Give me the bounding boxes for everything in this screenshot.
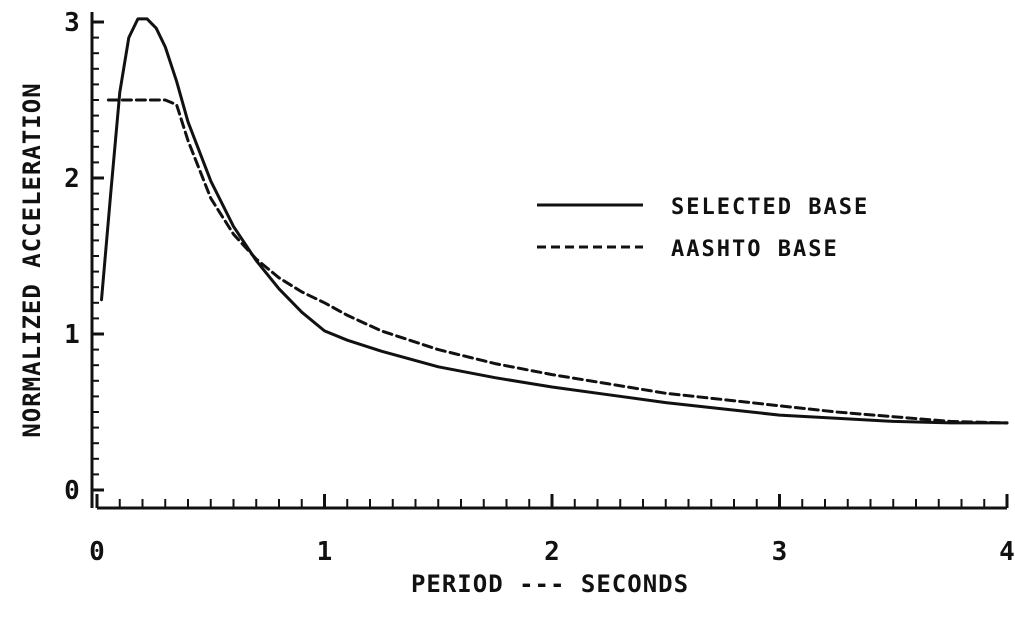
axes — [90, 12, 1007, 510]
series-line-aashto-base — [106, 98, 1009, 425]
y-tick-label: 1 — [64, 320, 80, 350]
series-line-selected-base — [100, 17, 1009, 425]
x-tick-label: 0 — [89, 537, 105, 567]
series-lines — [100, 17, 1009, 425]
legend: SELECTED BASE AASHTO BASE — [537, 195, 869, 262]
y-tick-label: 2 — [64, 164, 80, 194]
y-tick-label: 0 — [64, 476, 80, 506]
ticks — [92, 20, 1009, 508]
x-tick-label: 1 — [317, 537, 333, 567]
legend-label: SELECTED BASE — [671, 195, 869, 220]
x-tick-label: 2 — [544, 537, 560, 567]
tick-labels: 0 1 2 3 4 0 1 2 3 — [64, 8, 1015, 567]
y-tick-label: 3 — [64, 8, 80, 38]
x-tick-label: 3 — [772, 537, 788, 567]
x-axis-title: PERIOD --- SECONDS — [411, 570, 689, 598]
legend-label: AASHTO BASE — [671, 237, 839, 262]
y-axis-title: NORMALIZED ACCELERATION — [18, 82, 46, 437]
x-tick-label: 4 — [999, 537, 1015, 567]
